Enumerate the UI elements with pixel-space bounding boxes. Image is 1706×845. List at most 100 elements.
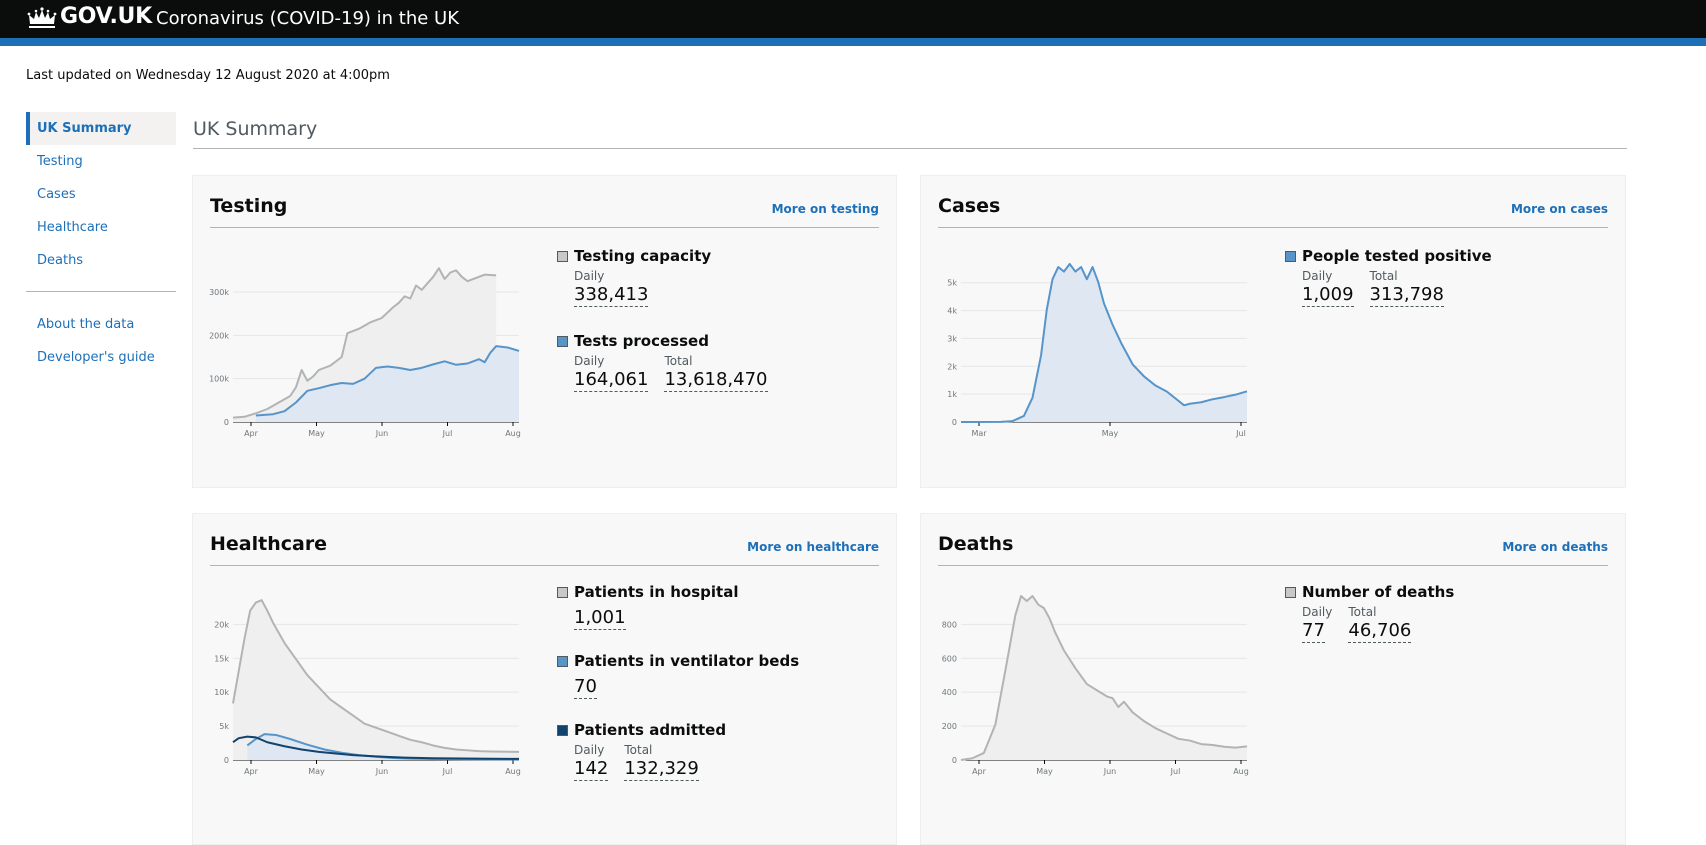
metric-value[interactable]: 132,329 [624, 758, 699, 781]
legend-key-grey-icon [1285, 586, 1296, 598]
y-tick-label: 10k [214, 688, 229, 697]
y-tick-label: 0 [224, 756, 229, 765]
metric-value[interactable]: 338,413 [574, 284, 649, 307]
x-tick-label: Aug [505, 429, 521, 438]
series-line [232, 267, 497, 419]
legend-key-grey-icon [557, 250, 568, 262]
x-tick-label: May [1102, 429, 1119, 438]
x-tick-label: Apr [972, 767, 987, 776]
y-tick-label: 600 [942, 654, 957, 663]
last-updated-text: Last updated on Wednesday 12 August 2020… [26, 68, 390, 83]
sidebar-divider [26, 291, 176, 292]
metric-title: Number of deaths [1302, 583, 1455, 601]
sidebar-item-cases[interactable]: Cases [37, 187, 76, 202]
metric-label: Total [1369, 269, 1398, 283]
metric-label: Total [1348, 605, 1377, 619]
y-tick-label: 300k [209, 288, 229, 297]
x-tick-label: Aug [1233, 767, 1249, 776]
series-area [233, 600, 519, 760]
number-of-deaths-metric: Number of deaths Daily 77 Total 46,706 [1285, 582, 1454, 643]
legend-key-grey-icon [557, 586, 568, 598]
x-tick-label: Jun [375, 429, 389, 438]
series-line [232, 735, 520, 760]
sidebar-item-about-data[interactable]: About the data [37, 317, 135, 332]
sidebar-item-uk-summary[interactable]: UK Summary [26, 112, 176, 145]
y-tick-label: 0 [952, 418, 957, 427]
testing-chart: 0 100k 200k 300k Apr May Jun Jul Aug [209, 267, 521, 438]
y-tick-label: 1k [947, 390, 957, 399]
page-title: UK Summary [193, 118, 318, 140]
tests-processed-metric: Tests processed Daily 164,061 Total 13,618… [557, 331, 784, 392]
patients-admitted-metric: Patients admitted Daily 142 Total 132,329 [557, 720, 726, 781]
x-tick-label: Jun [1103, 767, 1117, 776]
x-tick-label: Jul [442, 767, 453, 776]
legend-key-blue-icon [557, 335, 568, 347]
y-tick-label: 2k [947, 362, 957, 371]
metric-value[interactable]: 70 [574, 676, 597, 699]
card-divider [210, 565, 879, 566]
y-tick-label: 15k [214, 654, 229, 663]
sidebar-item-developers-guide[interactable]: Developer's guide [37, 350, 155, 365]
metric-title: Patients admitted [574, 721, 727, 739]
series-area [247, 734, 520, 760]
x-tick-label: Jun [375, 767, 389, 776]
x-tick-label: May [1036, 767, 1053, 776]
y-tick-label: 200k [209, 331, 229, 340]
site-header: GOV.UK Coronavirus (COVID-19) in the UK [0, 0, 1706, 38]
metric-value[interactable]: 313,798 [1369, 284, 1444, 307]
y-tick-label: 0 [224, 418, 229, 427]
sidebar-item-deaths[interactable]: Deaths [37, 253, 84, 268]
x-tick-label: Jul [1170, 767, 1181, 776]
testing-capacity-metric: Testing capacity Daily 338,413 [557, 246, 711, 307]
metric-title: Testing capacity [574, 247, 712, 265]
cases-card: Cases More on cases 0 1k 2k 3k 4k 5k Mar May Jul… [920, 175, 1626, 488]
metric-value[interactable]: 1,001 [574, 607, 626, 630]
healthcare-card-title: Healthcare [210, 533, 328, 555]
x-tick-label: Jul [1235, 429, 1246, 438]
service-name[interactable]: Coronavirus (COVID-19) in the UK [156, 8, 460, 29]
more-on-testing-link[interactable]: More on testing [771, 202, 879, 216]
more-on-cases-link[interactable]: More on cases [1510, 202, 1608, 216]
more-on-healthcare-link[interactable]: More on healthcare [747, 540, 879, 554]
x-tick-label: Jul [442, 429, 453, 438]
metric-value[interactable]: 13,618,470 [664, 369, 768, 392]
people-tested-positive-metric: People tested positive Daily 1,009 Total 3… [1285, 246, 1492, 307]
deaths-card: Deaths More on deaths 0 200 400 600 800 Apr Ma… [920, 513, 1626, 845]
govuk-home-link[interactable]: GOV.UK [60, 4, 152, 29]
y-tick-label: 800 [942, 620, 957, 629]
x-tick-label: May [308, 767, 325, 776]
metric-value[interactable]: 77 [1302, 620, 1325, 643]
metric-label: Daily [1302, 269, 1333, 283]
more-on-deaths-link[interactable]: More on deaths [1502, 540, 1608, 554]
series-area [961, 596, 1247, 760]
cases-card-title: Cases [938, 195, 1001, 217]
metric-label: Total [664, 354, 693, 368]
sidebar-item-testing[interactable]: Testing [37, 154, 83, 169]
metric-value[interactable]: 46,706 [1348, 620, 1412, 643]
sidebar-item-healthcare[interactable]: Healthcare [37, 220, 108, 235]
x-tick-label: Aug [505, 767, 521, 776]
metric-value[interactable]: 142 [574, 758, 609, 781]
series-line [255, 345, 520, 417]
card-divider [938, 565, 1608, 566]
testing-card-title: Testing [210, 195, 288, 217]
x-tick-label: Apr [244, 429, 259, 438]
series-line [232, 599, 520, 753]
x-tick-label: Apr [244, 767, 259, 776]
metric-value[interactable]: 1,009 [1302, 284, 1354, 307]
metric-value[interactable]: 164,061 [574, 369, 649, 392]
card-divider [210, 227, 879, 228]
healthcare-card: Healthcare More on healthcare 0 5k 10k 15k 2… [192, 513, 897, 845]
patients-ventilator-metric: Patients in ventilator beds 70 [557, 651, 799, 699]
crown-logo-icon [27, 7, 57, 28]
x-tick-label: Mar [971, 429, 987, 438]
y-tick-label: 3k [947, 334, 957, 343]
cases-chart: 0 1k 2k 3k 4k 5k Mar May Jul [947, 262, 1248, 438]
y-tick-label: 0 [952, 756, 957, 765]
healthcare-chart: 0 5k 10k 15k 20k Apr May Jun Jul Aug [214, 599, 521, 776]
metric-title: Patients in hospital [574, 583, 739, 601]
legend-key-blue-icon [1285, 250, 1296, 262]
metric-label: Total [624, 743, 653, 757]
metric-label: Daily [574, 743, 605, 757]
y-tick-label: 200 [942, 722, 957, 731]
